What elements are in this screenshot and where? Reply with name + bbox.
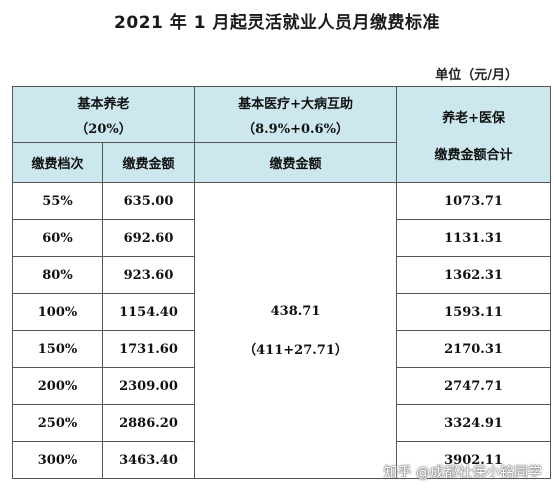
table-row: 60% 692.60 1131.31 [12, 219, 552, 257]
amount-cell: 3463.40 [101, 441, 196, 479]
level-cell: 200% [12, 367, 103, 405]
amount-cell: 635.00 [101, 182, 196, 220]
table-row: 150% 1731.60 2170.31 [12, 330, 552, 368]
medical-header: 基本医疗+大病互助 （8.9%+0.6%） [194, 86, 398, 143]
col-header-level: 缴费档次 [12, 142, 103, 183]
amount-cell: 2886.20 [101, 404, 196, 442]
col-header-amount: 缴费金额 [101, 142, 196, 183]
total-cell: 1131.31 [396, 219, 552, 257]
watermark: 知乎 @成都社保小铭同学 [383, 465, 542, 481]
table-row: 250% 2886.20 3324.91 [12, 404, 552, 442]
level-cell: 150% [12, 330, 103, 368]
contribution-table: 基本养老 （20%） 基本医疗+大病互助 （8.9%+0.6%） 养老+医保 缴… [11, 86, 552, 479]
total-cell: 3324.91 [396, 404, 552, 442]
medical-header-title: 基本医疗+大病互助 [238, 96, 353, 112]
total-cell: 1593.11 [396, 293, 552, 331]
total-header: 养老+医保 缴费金额合计 [396, 86, 552, 183]
pension-header-rate: （20%） [75, 121, 132, 137]
amount-cell: 1731.60 [101, 330, 196, 368]
total-cell: 2170.31 [396, 330, 552, 368]
page-title: 2021 年 1 月起灵活就业人员月缴费标准 [114, 13, 440, 33]
total-cell: 1362.31 [396, 256, 552, 294]
total-cell: 2747.71 [396, 367, 552, 405]
medical-header-rate: （8.9%+0.6%） [242, 121, 349, 137]
level-cell: 250% [12, 404, 103, 442]
medical-amount-detail: （411+27.71） [243, 342, 348, 358]
level-cell: 60% [12, 219, 103, 257]
level-cell: 80% [12, 256, 103, 294]
pension-header-title: 基本养老 [77, 96, 130, 112]
total-header-title: 养老+医保 [442, 110, 505, 126]
table-row: 100% 1154.40 1593.11 [12, 293, 552, 331]
level-cell: 55% [12, 182, 103, 220]
amount-cell: 692.60 [101, 219, 196, 257]
level-cell: 300% [12, 441, 103, 479]
table-row: 55% 635.00 438.71 （411+27.71） 1073.71 [12, 182, 552, 479]
amount-cell: 923.60 [101, 256, 196, 294]
medical-amount-value: 438.71 [270, 303, 321, 319]
table-row: 300% 3463.40 3902.11 [12, 441, 552, 479]
medical-amount-cell: 438.71 （411+27.71） [194, 182, 398, 479]
total-cell: 3902.11 [396, 441, 552, 479]
pension-header: 基本养老 （20%） [11, 86, 196, 143]
level-cell: 100% [12, 293, 103, 331]
col-header-medical-amount: 缴费金额 [194, 142, 398, 183]
unit-label: 单位（元/月） [435, 68, 518, 83]
amount-cell: 1154.40 [101, 293, 196, 331]
table-row: 80% 923.60 1362.31 [12, 256, 552, 294]
total-header-subtitle: 缴费金额合计 [434, 147, 513, 163]
amount-cell: 2309.00 [101, 367, 196, 405]
table-row: 200% 2309.00 2747.71 [12, 367, 552, 405]
total-cell: 1073.71 [396, 182, 552, 220]
